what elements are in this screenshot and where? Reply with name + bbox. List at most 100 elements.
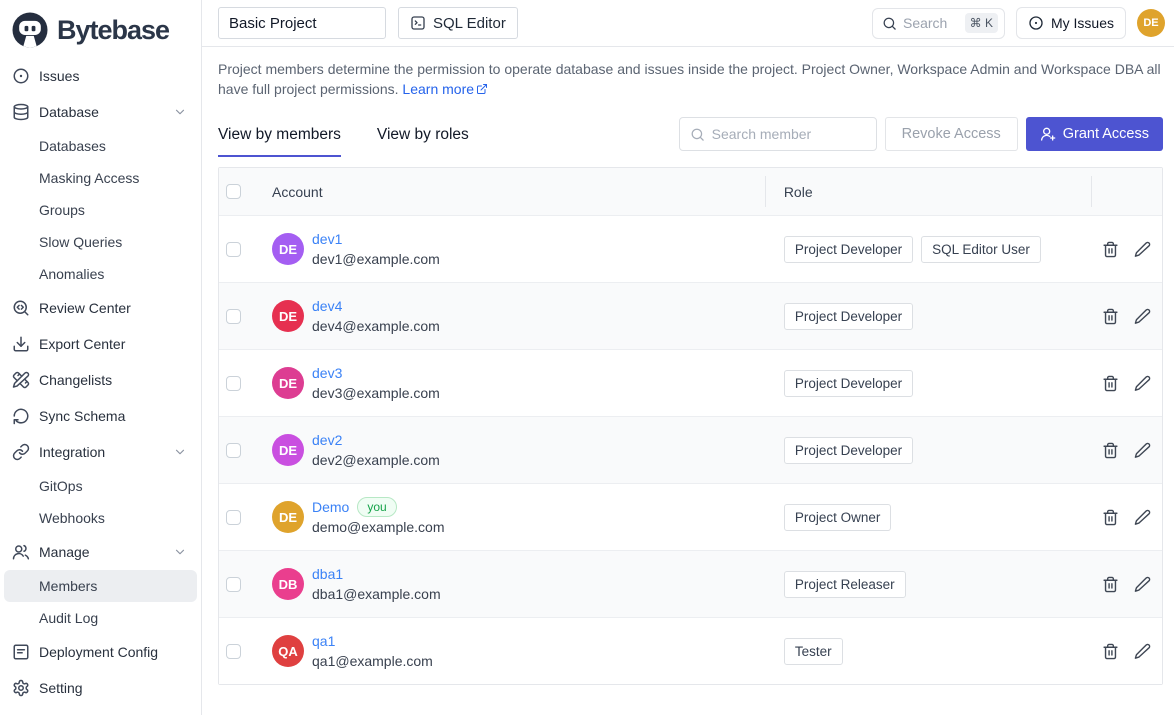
- member-name-link[interactable]: dev2: [312, 431, 343, 448]
- grant-access-button[interactable]: Grant Access: [1025, 117, 1163, 151]
- member-name-link[interactable]: dev3: [312, 364, 343, 381]
- header-account: Account: [219, 168, 765, 215]
- members-page: Project members determine the permission…: [202, 47, 1174, 685]
- sidebar-item-anomalies[interactable]: Anomalies: [4, 258, 197, 290]
- edit-member-button[interactable]: [1134, 509, 1151, 526]
- member-identity: Demo you demo@example.com: [312, 496, 445, 538]
- account-cell: DE Demo you demo@example.com: [219, 496, 765, 538]
- sidebar-item-slow-queries[interactable]: Slow Queries: [4, 226, 197, 258]
- manage-icon: [12, 543, 30, 561]
- tab-view-by-members[interactable]: View by members: [218, 126, 341, 157]
- bytebase-logo[interactable]: Bytebase: [0, 8, 201, 56]
- members-toolbar: View by members View by roles Revoke Acc…: [218, 117, 1163, 157]
- role-badge: Project Developer: [783, 436, 914, 464]
- role-badge: Project Owner: [783, 503, 892, 531]
- select-all-checkbox[interactable]: [226, 184, 241, 199]
- my-issues-button[interactable]: My Issues: [1015, 7, 1126, 39]
- sidebar-item-issues[interactable]: Issues: [4, 58, 197, 94]
- avatar: DE: [272, 501, 304, 533]
- search-placeholder: Search: [902, 15, 948, 31]
- table-row: DB dba1 dba1@example.com Project Release…: [219, 550, 1162, 617]
- topbar: Basic Project SQL Editor Search ⌘ K My I…: [202, 0, 1174, 47]
- sidebar-item-groups[interactable]: Groups: [4, 194, 197, 226]
- row-checkbox[interactable]: [226, 375, 241, 391]
- member-name-link[interactable]: Demo: [312, 498, 350, 515]
- member-search-input[interactable]: [711, 126, 866, 142]
- member-name-link[interactable]: qa1: [312, 632, 336, 649]
- account-cell: DE dev2 dev2@example.com: [219, 430, 765, 471]
- sync-schema-icon: [12, 407, 30, 425]
- sidebar-item-label: Review Center: [39, 300, 131, 316]
- actions-cell: [1091, 509, 1162, 526]
- role-badge: Project Developer: [783, 369, 914, 397]
- chevron-down-icon: [173, 445, 187, 459]
- account-cell: DE dev4 dev4@example.com: [219, 296, 765, 337]
- edit-member-button[interactable]: [1134, 442, 1151, 459]
- sql-editor-button[interactable]: SQL Editor: [398, 7, 518, 39]
- row-checkbox[interactable]: [226, 643, 241, 659]
- sidebar-item-label: Webhooks: [39, 510, 105, 526]
- sidebar-item-webhooks[interactable]: Webhooks: [4, 502, 197, 534]
- sidebar-item-review-center[interactable]: Review Center: [4, 290, 197, 326]
- member-name-link[interactable]: dev4: [312, 297, 343, 314]
- learn-more-link[interactable]: Learn more: [402, 81, 488, 97]
- sidebar-item-label: Export Center: [39, 336, 126, 352]
- row-checkbox[interactable]: [226, 308, 241, 324]
- project-select[interactable]: Basic Project: [218, 7, 386, 39]
- global-search-input[interactable]: Search ⌘ K: [871, 7, 1005, 39]
- delete-member-button[interactable]: [1102, 509, 1119, 526]
- edit-member-button[interactable]: [1134, 308, 1151, 325]
- header-actions: [1091, 168, 1162, 215]
- account-column-label: Account: [272, 183, 323, 200]
- you-badge: you: [357, 496, 397, 517]
- member-identity: dev2 dev2@example.com: [312, 430, 440, 471]
- sidebar-item-members[interactable]: Members: [4, 570, 197, 602]
- avatar: DE: [272, 233, 304, 265]
- members-table-body: DE dev1 dev1@example.com Project Develop…: [219, 215, 1162, 684]
- changelists-icon: [12, 371, 30, 389]
- sidebar-item-sync-schema[interactable]: Sync Schema: [4, 398, 197, 434]
- row-checkbox[interactable]: [226, 509, 241, 525]
- sidebar-item-manage[interactable]: Manage: [4, 534, 197, 570]
- delete-member-button[interactable]: [1102, 308, 1119, 325]
- delete-member-button[interactable]: [1102, 241, 1119, 258]
- row-checkbox[interactable]: [226, 442, 241, 458]
- delete-member-button[interactable]: [1102, 643, 1119, 660]
- sidebar-item-gitops[interactable]: GitOps: [4, 470, 197, 502]
- avatar: DE: [272, 300, 304, 332]
- user-avatar[interactable]: DE: [1137, 9, 1165, 37]
- sidebar-item-databases[interactable]: Databases: [4, 130, 197, 162]
- row-checkbox[interactable]: [226, 241, 241, 257]
- issues-icon: [12, 67, 30, 85]
- grant-access-label: Grant Access: [1062, 126, 1149, 142]
- tab-view-by-roles[interactable]: View by roles: [376, 126, 469, 143]
- sidebar-item-database[interactable]: Database: [4, 94, 197, 130]
- sidebar-item-audit-log[interactable]: Audit Log: [4, 602, 197, 634]
- learn-more-label: Learn more: [402, 81, 475, 97]
- integration-icon: [12, 443, 30, 461]
- edit-member-button[interactable]: [1134, 375, 1151, 392]
- edit-member-button[interactable]: [1134, 241, 1151, 258]
- delete-member-button[interactable]: [1102, 576, 1119, 593]
- avatar: DB: [272, 568, 304, 600]
- edit-member-button[interactable]: [1134, 576, 1151, 593]
- role-badge: SQL Editor User: [921, 235, 1041, 263]
- sidebar-item-integration[interactable]: Integration: [4, 434, 197, 470]
- edit-member-button[interactable]: [1134, 643, 1151, 660]
- member-name-link[interactable]: dba1: [312, 565, 344, 582]
- sidebar-item-masking-access[interactable]: Masking Access: [4, 162, 197, 194]
- row-checkbox[interactable]: [226, 576, 241, 592]
- member-search-box: [678, 117, 877, 151]
- account-cell: DE dev1 dev1@example.com: [219, 229, 765, 270]
- sidebar-item-export-center[interactable]: Export Center: [4, 326, 197, 362]
- delete-member-button[interactable]: [1102, 442, 1119, 459]
- role-cell: Project Developer: [765, 369, 1091, 397]
- sidebar-item-changelists[interactable]: Changelists: [4, 362, 197, 398]
- sidebar-item-deployment-config[interactable]: Deployment Config: [4, 634, 197, 670]
- deployment-config-icon: [12, 643, 30, 661]
- delete-member-button[interactable]: [1102, 375, 1119, 392]
- sidebar-item-setting[interactable]: Setting: [4, 670, 197, 706]
- revoke-access-button[interactable]: Revoke Access: [884, 117, 1018, 151]
- member-name-link[interactable]: dev1: [312, 230, 343, 247]
- sql-editor-label: SQL Editor: [433, 14, 506, 32]
